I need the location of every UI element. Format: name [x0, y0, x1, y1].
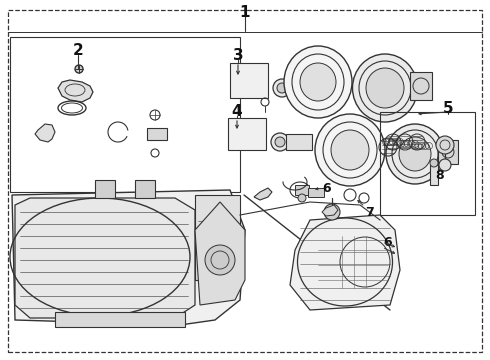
Circle shape: [205, 245, 235, 275]
Bar: [147, 128, 167, 140]
Polygon shape: [35, 124, 55, 142]
Polygon shape: [195, 202, 245, 305]
Circle shape: [436, 136, 454, 154]
Circle shape: [439, 159, 451, 171]
Bar: [438, 140, 458, 164]
Ellipse shape: [331, 130, 369, 170]
Ellipse shape: [352, 54, 417, 122]
Text: 6: 6: [323, 181, 331, 194]
Bar: [286, 134, 312, 150]
Bar: [380, 112, 475, 215]
Ellipse shape: [273, 79, 291, 97]
Bar: [410, 72, 432, 100]
Polygon shape: [15, 198, 195, 318]
Ellipse shape: [399, 137, 431, 171]
Ellipse shape: [284, 46, 352, 118]
Circle shape: [75, 65, 83, 73]
Text: 7: 7: [366, 206, 374, 219]
Bar: [10, 37, 240, 192]
Text: 3: 3: [233, 48, 244, 63]
Ellipse shape: [271, 133, 289, 151]
Bar: [288, 80, 313, 96]
Text: 5: 5: [442, 100, 453, 116]
Ellipse shape: [366, 68, 404, 108]
Ellipse shape: [386, 124, 444, 184]
Bar: [430, 165, 438, 185]
Text: 4: 4: [232, 104, 243, 118]
Bar: [308, 188, 324, 197]
Polygon shape: [322, 205, 338, 216]
Polygon shape: [290, 215, 400, 310]
Circle shape: [440, 160, 450, 170]
Bar: [195, 195, 240, 280]
Bar: [295, 185, 309, 195]
Text: 6: 6: [384, 235, 392, 248]
Circle shape: [298, 194, 306, 202]
Ellipse shape: [275, 137, 285, 147]
Circle shape: [324, 204, 340, 220]
Ellipse shape: [315, 114, 385, 186]
Bar: [95, 180, 115, 198]
Polygon shape: [58, 80, 93, 102]
Polygon shape: [254, 188, 272, 200]
Ellipse shape: [277, 83, 287, 93]
Text: 8: 8: [436, 168, 444, 181]
Bar: [230, 63, 268, 98]
Text: 2: 2: [73, 42, 83, 58]
Ellipse shape: [300, 63, 336, 101]
Bar: [135, 180, 155, 198]
Bar: [228, 118, 266, 150]
Text: 1: 1: [240, 5, 250, 19]
Bar: [55, 312, 185, 327]
Circle shape: [430, 159, 438, 167]
Polygon shape: [12, 190, 245, 325]
